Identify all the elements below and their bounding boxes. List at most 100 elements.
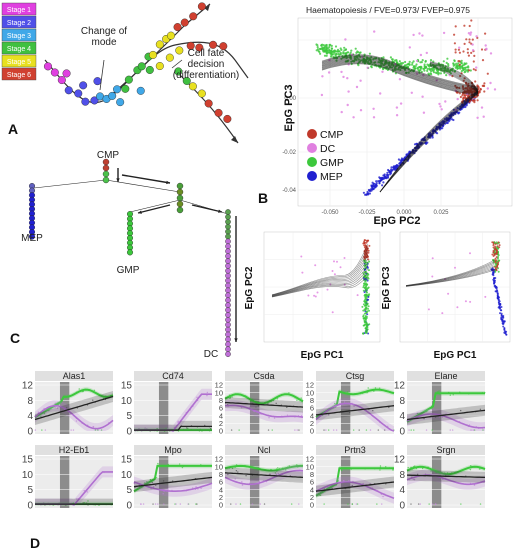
gene-point bbox=[418, 503, 419, 504]
scatter-point bbox=[390, 56, 392, 58]
scatter-point bbox=[366, 325, 368, 327]
panel-b-xtick: -0.050 bbox=[321, 210, 339, 216]
gene-plot: Srgn12840 bbox=[394, 445, 485, 512]
scatter-point bbox=[333, 50, 335, 52]
gene-point bbox=[140, 503, 141, 504]
gene-plot: H2-Eb1151050 bbox=[22, 445, 113, 512]
scatter-point bbox=[480, 88, 482, 90]
scatter-point bbox=[471, 43, 473, 45]
scatter-point bbox=[340, 266, 342, 268]
tree-node bbox=[103, 165, 109, 171]
scatter-point bbox=[396, 106, 398, 108]
gene-name: Csda bbox=[253, 371, 274, 381]
tree-node bbox=[225, 254, 230, 259]
tree-node bbox=[103, 171, 109, 177]
scatter-point bbox=[421, 34, 423, 36]
tree-label-mep: MEP bbox=[21, 233, 43, 244]
gene-point bbox=[435, 503, 436, 504]
gene-point bbox=[298, 503, 299, 504]
scatter-point bbox=[409, 61, 411, 63]
scatter-point bbox=[347, 90, 349, 92]
scatter-point bbox=[472, 39, 474, 41]
scatter-point bbox=[475, 35, 477, 37]
scatter-point bbox=[469, 301, 471, 303]
tree-node bbox=[177, 207, 183, 213]
scatter-point bbox=[350, 50, 352, 52]
panel-a: Stage 1Stage 2Stage 3Stage 4Stage 5Stage… bbox=[2, 3, 248, 143]
gene-point bbox=[41, 429, 42, 430]
scatter-point bbox=[495, 263, 497, 265]
tree-node bbox=[225, 258, 230, 263]
gene-point bbox=[323, 429, 324, 430]
scatter-point bbox=[498, 303, 500, 305]
scatter-point bbox=[465, 300, 467, 302]
scatter-point bbox=[459, 60, 461, 62]
scatter-point bbox=[428, 64, 430, 66]
tree-node bbox=[225, 347, 230, 352]
stage-point bbox=[189, 83, 197, 91]
scatter-point bbox=[344, 257, 346, 259]
tree-node bbox=[225, 268, 230, 273]
gene-point bbox=[235, 503, 236, 504]
small-scatter-1-xlabel: EpG PC1 bbox=[301, 350, 344, 361]
panel-b-ytick: -0.04 bbox=[282, 188, 296, 194]
gene-ytick: 10 bbox=[22, 470, 34, 481]
scatter-point bbox=[332, 311, 334, 313]
scatter-point bbox=[475, 69, 477, 71]
scatter-point bbox=[369, 190, 371, 192]
scatter-point bbox=[459, 52, 461, 54]
gene-point bbox=[428, 503, 429, 504]
scatter-point bbox=[426, 70, 428, 72]
scatter-point bbox=[372, 182, 374, 184]
gene-name: Mpo bbox=[164, 445, 182, 455]
scatter-point bbox=[366, 289, 368, 291]
tree-edge bbox=[34, 180, 106, 188]
scatter-point bbox=[363, 325, 365, 327]
scatter-point bbox=[317, 292, 319, 294]
scatter-point bbox=[382, 181, 384, 183]
scatter-point bbox=[467, 52, 469, 54]
stage-legend-label: Stage 5 bbox=[7, 59, 31, 66]
stage-point bbox=[166, 54, 174, 62]
scatter-point bbox=[375, 180, 377, 182]
scatter-point bbox=[366, 329, 368, 331]
scatter-point bbox=[360, 51, 362, 53]
scatter-point bbox=[343, 47, 345, 49]
scatter-point bbox=[483, 90, 485, 92]
scatter-point bbox=[415, 63, 417, 65]
gene-ytick: 4 bbox=[399, 485, 405, 496]
scatter-point bbox=[496, 288, 498, 290]
scatter-point bbox=[301, 272, 303, 274]
scatter-point bbox=[501, 318, 503, 320]
scatter-point bbox=[453, 65, 455, 67]
scatter-point bbox=[455, 65, 457, 67]
tree-node bbox=[225, 293, 230, 298]
stage-point bbox=[198, 90, 206, 98]
gene-name: Cd74 bbox=[162, 371, 184, 381]
tree-node bbox=[225, 249, 230, 254]
gene-ytick: 5 bbox=[126, 485, 132, 496]
tree-node bbox=[225, 352, 230, 357]
scatter-point bbox=[487, 73, 489, 75]
scatter-point bbox=[319, 53, 321, 55]
gene-ytick: 12 bbox=[394, 381, 406, 392]
gene-plot: Cd74151050 bbox=[121, 371, 212, 438]
scatter-point bbox=[362, 310, 364, 312]
scatter-point bbox=[368, 278, 370, 280]
scatter-point bbox=[321, 94, 323, 96]
tree-node bbox=[225, 229, 230, 234]
scatter-point bbox=[347, 104, 349, 106]
scatter-point bbox=[393, 166, 395, 168]
gene-point bbox=[410, 429, 411, 430]
stage-point bbox=[79, 82, 87, 90]
scatter-point bbox=[396, 114, 398, 116]
scatter-point bbox=[362, 333, 364, 335]
scatter-point bbox=[364, 321, 366, 323]
gene-ytick: 10 bbox=[121, 396, 133, 407]
branch-region bbox=[432, 382, 441, 434]
scatter-point bbox=[497, 258, 499, 260]
gene-point bbox=[352, 503, 353, 504]
scatter-point bbox=[464, 69, 466, 71]
scatter-point bbox=[462, 98, 464, 100]
panel-d-gene-expression: Alas112840Cd74151050Csda121086420Ctsg121… bbox=[22, 371, 486, 512]
